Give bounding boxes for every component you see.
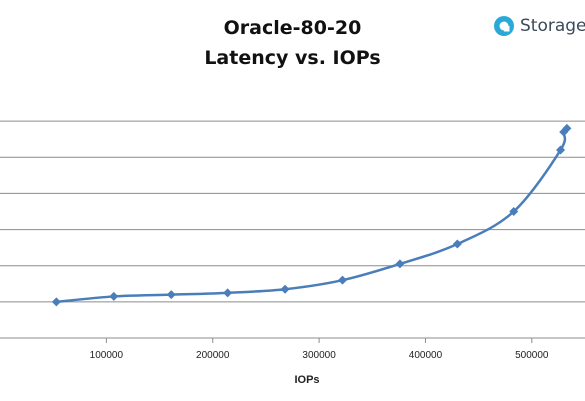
data-point [562,123,572,133]
data-point [395,259,405,269]
chart-subtitle: Latency vs. IOPs [204,47,381,69]
data-point [51,297,61,307]
data-point [166,290,176,300]
storage-logo-icon [494,16,514,36]
x-axis-label: IOPs [294,374,319,386]
data-point [109,291,119,301]
data-point [556,145,566,155]
data-point [223,288,233,298]
storage-logo: Storage [493,14,585,38]
chart-title: Oracle-80-20 [223,17,362,39]
data-point [280,284,290,294]
x-tick-label: 100000 [90,350,124,361]
data-point [337,275,347,285]
x-tick-label: 300000 [302,350,336,361]
x-tick-label: 500000 [515,350,549,361]
x-tick-label: 200000 [196,350,230,361]
storage-logo-text: Storage [520,16,585,36]
series-line [56,127,568,304]
x-tick-label: 400000 [409,350,443,361]
data-point [509,207,519,216]
data-point [452,239,462,249]
